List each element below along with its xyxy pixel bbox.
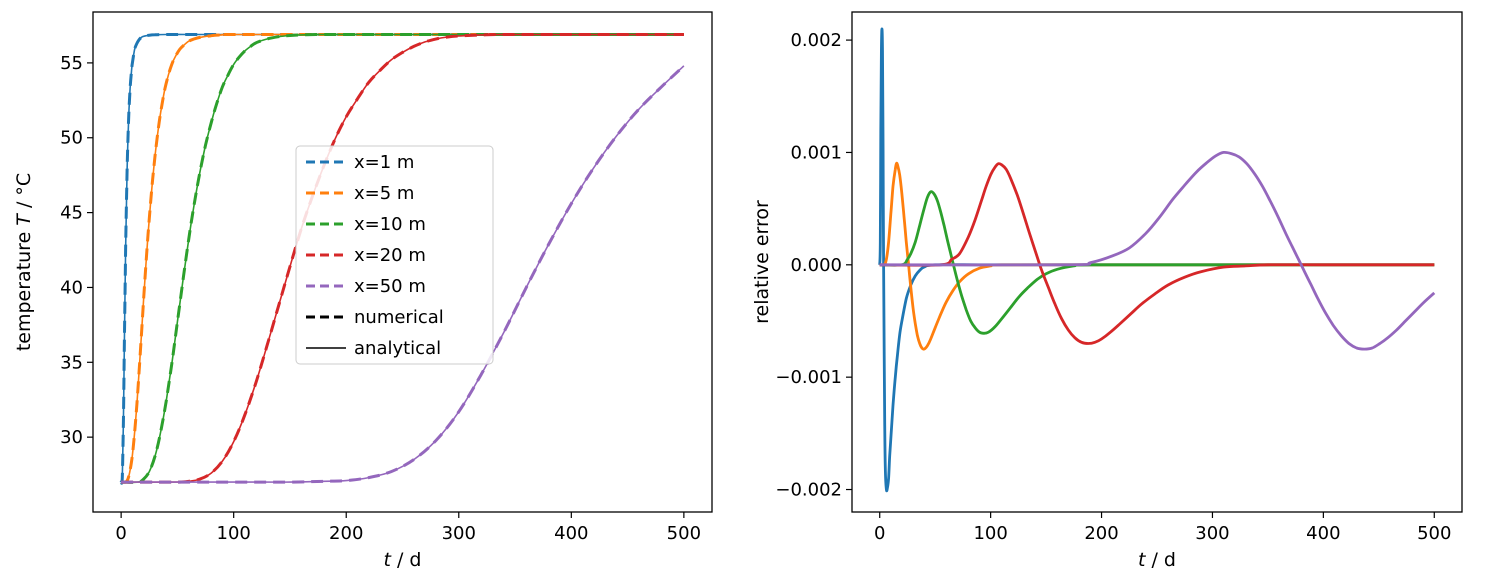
y-tick-label: 35: [60, 352, 83, 373]
x-tick-label: 500: [667, 523, 701, 544]
x-tick-label: 200: [329, 523, 363, 544]
temperature-axes-frame: [92, 11, 713, 513]
relative-error-ylabel: relative error: [751, 200, 773, 324]
relative-error-axes-frame: [851, 11, 1463, 513]
x-tick-label: 100: [217, 523, 251, 544]
legend-label: x=10 m: [354, 214, 426, 235]
x-tick-label: 0: [874, 523, 885, 544]
series-x=10 m-numerical-line: [121, 32, 684, 484]
y-tick-label: 0.000: [790, 255, 842, 276]
y-tick-label: 0.001: [790, 142, 842, 163]
series-x=1 m-error-line: [878, 27, 1435, 493]
temperature-xlabel: t / d: [384, 549, 422, 571]
x-tick-label: 300: [442, 523, 476, 544]
legend-label: x=1 m: [354, 152, 414, 173]
series-x=50 m-error-line: [879, 150, 1436, 351]
series-x=20 m-error-line: [879, 162, 1435, 345]
x-tick-label: 300: [1195, 523, 1229, 544]
y-tick-label: −0.002: [775, 480, 842, 501]
x-tick-label: 0: [115, 523, 126, 544]
x-tick-label: 400: [554, 523, 588, 544]
legend: x=1 m x=5 m x=10 m x=20 m x=50 m numerical ana…: [295, 145, 494, 365]
temperature-series-group: [119, 32, 685, 485]
y-tick-label: 55: [60, 53, 83, 74]
y-tick-label: 50: [60, 128, 83, 149]
temperature-ylabel: temperature T / °C: [13, 173, 35, 351]
series-x=5 m-error-line: [879, 161, 1435, 351]
x-tick-label: 500: [1417, 523, 1451, 544]
series-x=1 m-numerical-line: [119, 32, 684, 485]
legend-label: numerical: [354, 307, 444, 328]
x-tick-label: 200: [1084, 523, 1118, 544]
series-x=20 m-numerical-line: [121, 32, 684, 484]
legend-label: x=20 m: [354, 245, 426, 266]
legend-label: analytical: [354, 338, 441, 359]
legend-label: x=50 m: [354, 276, 426, 297]
x-tick-label: 100: [973, 523, 1007, 544]
y-tick-label: 30: [60, 427, 83, 448]
series-x=50 m-numerical-line: [121, 64, 685, 484]
relative-error-xlabel: t / d: [1138, 549, 1176, 571]
relative-error-chart: 0 100 200 300 400 500 −0.002 −0.001 0.000 0.001 0.…: [751, 11, 1463, 571]
temperature-chart: 0 100 200 300 400 500 30 35 40 45 50 55 t / d tempera…: [13, 11, 713, 571]
x-tick-label: 400: [1306, 523, 1340, 544]
y-tick-label: 40: [60, 277, 83, 298]
legend-label: x=5 m: [354, 183, 414, 204]
y-tick-label: 45: [60, 203, 83, 224]
series-x=5 m-analytical-line: [121, 33, 684, 484]
y-tick-label: −0.001: [775, 367, 842, 388]
y-tick-label: 0.002: [790, 30, 842, 51]
series-x=10 m-error-line: [879, 190, 1435, 335]
legend-frame: [295, 145, 494, 365]
relative-error-series-group: [878, 27, 1436, 493]
